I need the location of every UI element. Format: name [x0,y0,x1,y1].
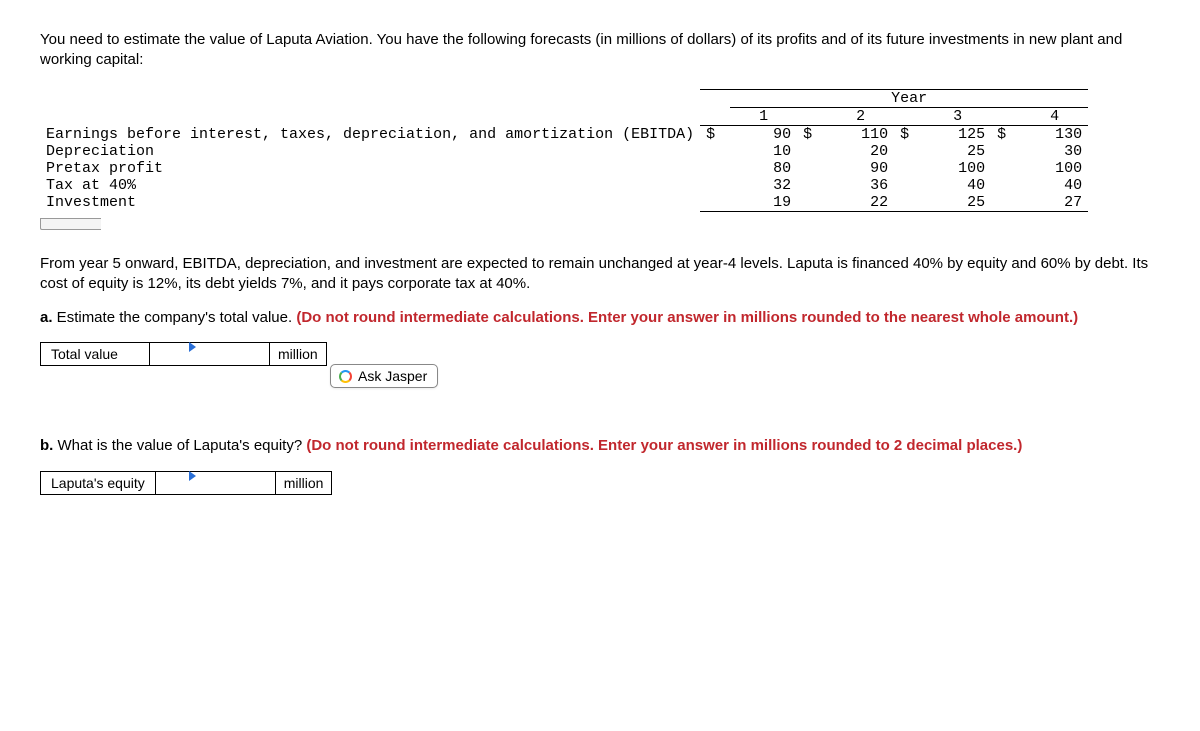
scroll-stub [40,218,101,230]
cursor-indicator-icon [189,342,196,352]
assumptions-text: From year 5 onward, EBITDA, depreciation… [40,254,1160,295]
col-1: 1 [730,107,797,125]
answer-b-label: Laputa's equity [40,471,156,495]
question-a: a. Estimate the company's total value. (… [40,308,1160,328]
intro-text: You need to estimate the value of Laputa… [40,30,1160,71]
answer-b-unit: million [276,471,333,495]
table-row: Pretax profit 80 90 100 100 [40,160,1088,177]
table-row: Investment 19 22 25 27 [40,194,1088,212]
ask-jasper-label: Ask Jasper [358,368,427,384]
question-b: b. What is the value of Laputa's equity?… [40,436,1160,456]
table-row: Tax at 40% 32 36 40 40 [40,177,1088,194]
table-row: Earnings before interest, taxes, depreci… [40,125,1088,143]
answer-b-row: Laputa's equity million [40,471,1160,495]
jasper-icon [339,370,352,383]
cursor-indicator-icon [189,471,196,481]
answer-a-label: Total value [40,342,150,366]
col-3: 3 [924,107,991,125]
forecast-table: Year 1 2 3 4 Earnings before interest, t… [40,89,1088,212]
col-4: 4 [1021,107,1088,125]
year-header: Year [730,89,1088,107]
answer-a-input[interactable] [150,342,270,366]
ask-jasper-button[interactable]: Ask Jasper [330,364,438,388]
answer-b-input[interactable] [156,471,276,495]
answer-a-row: Total value million Ask Jasper [40,342,1160,366]
answer-a-unit: million [270,342,327,366]
table-row: Depreciation 10 20 25 30 [40,143,1088,160]
col-2: 2 [827,107,894,125]
